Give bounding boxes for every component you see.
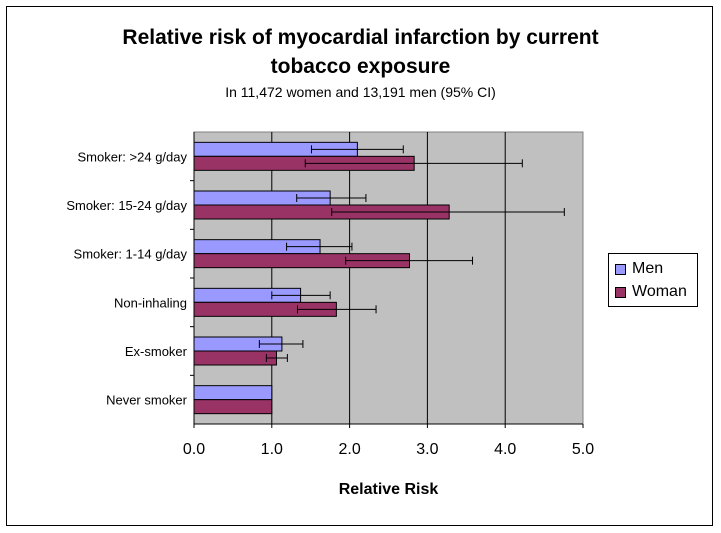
legend-swatch-men bbox=[615, 263, 626, 275]
chart-title-line-1: Relative risk of myocardial infarction b… bbox=[122, 26, 599, 49]
x-tick-label-2: 2.0 bbox=[338, 441, 360, 458]
x-tick-label-1: 1.0 bbox=[261, 441, 283, 458]
legend-item-woman: Woman bbox=[615, 282, 687, 302]
category-label-smoker-24-g-day: Smoker: >24 g/day bbox=[78, 149, 188, 164]
chart-title-line-2: tobacco exposure bbox=[270, 55, 451, 78]
category-label-never-smoker: Never smoker bbox=[106, 393, 188, 408]
chart-subtitle: In 11,472 women and 13,191 men (95% CI) bbox=[225, 84, 496, 100]
legend-swatch-woman bbox=[615, 286, 626, 298]
x-tick-label-5: 5.0 bbox=[572, 441, 594, 458]
x-tick-label-4: 4.0 bbox=[494, 441, 516, 458]
legend-item-men: Men bbox=[615, 259, 663, 279]
category-label-ex-smoker: Ex-smoker bbox=[125, 344, 188, 359]
plot-area bbox=[193, 131, 584, 425]
legend-label-men: Men bbox=[632, 260, 664, 277]
legend-label-woman: Woman bbox=[632, 283, 687, 300]
category-label-smoker-1-14-g-day: Smoker: 1-14 g/day bbox=[74, 247, 188, 262]
bar-woman-ex-smoker bbox=[193, 350, 277, 366]
legend: Men Woman bbox=[608, 253, 698, 307]
x-tick-label-0: 0.0 bbox=[183, 441, 205, 458]
x-axis-label: Relative Risk bbox=[338, 481, 439, 498]
bar-men-never-smoker bbox=[193, 385, 273, 401]
category-label-smoker-15-24-g-day: Smoker: 15-24 g/day bbox=[66, 198, 187, 213]
bar-woman-never-smoker bbox=[193, 399, 273, 415]
x-tick-label-3: 3.0 bbox=[416, 441, 438, 458]
category-label-non-inhaling: Non-inhaling bbox=[114, 295, 187, 310]
